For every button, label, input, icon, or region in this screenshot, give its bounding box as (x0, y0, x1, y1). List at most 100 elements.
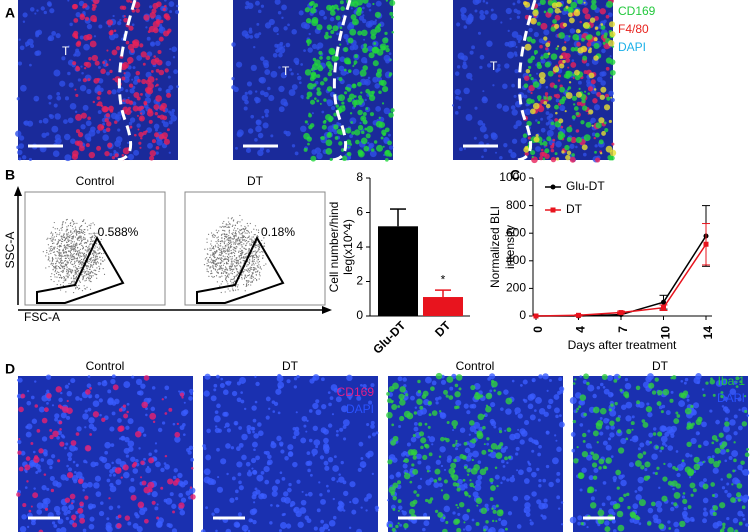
event (233, 229, 235, 231)
cell (24, 486, 28, 489)
cell (368, 20, 375, 26)
event (249, 270, 251, 272)
event (66, 228, 68, 230)
event (245, 276, 247, 278)
cell (292, 426, 297, 431)
cell (63, 133, 71, 141)
event (233, 283, 235, 285)
cell (174, 10, 180, 15)
cell (156, 503, 159, 506)
cell (652, 471, 656, 475)
cell (169, 10, 173, 14)
cell (22, 503, 27, 508)
cell (271, 485, 279, 492)
event (82, 255, 84, 257)
event (54, 276, 56, 278)
cell (511, 379, 515, 383)
event (223, 258, 225, 261)
cell (367, 450, 374, 458)
cell (645, 405, 653, 413)
cell (38, 448, 44, 454)
cell (637, 447, 641, 451)
cell (121, 76, 126, 81)
cell (361, 130, 365, 135)
cell (576, 37, 579, 41)
cell (676, 472, 681, 478)
cell (350, 14, 357, 20)
cell (48, 113, 53, 118)
cell (598, 117, 605, 124)
cell (83, 61, 89, 67)
cell (475, 479, 482, 486)
event (74, 269, 76, 271)
event (228, 265, 231, 267)
event (219, 243, 222, 245)
event (220, 265, 222, 268)
cell (529, 414, 536, 421)
event (82, 246, 84, 249)
event (60, 252, 62, 254)
event (74, 257, 76, 259)
cell (129, 0, 133, 4)
event (75, 275, 78, 277)
cell (525, 68, 531, 74)
event (74, 222, 76, 225)
cell (456, 506, 460, 509)
event (56, 268, 58, 270)
cell (305, 461, 311, 466)
event (79, 226, 82, 228)
cell (535, 119, 538, 122)
event (52, 269, 54, 271)
cell (471, 518, 475, 522)
cell (343, 437, 347, 441)
cell (733, 458, 737, 463)
cell (135, 70, 141, 76)
cell (272, 410, 276, 413)
event (67, 270, 70, 273)
cell (327, 125, 335, 133)
event (58, 248, 60, 251)
cell (545, 464, 550, 469)
cell (722, 406, 729, 412)
cell (29, 63, 32, 67)
event (251, 268, 253, 270)
cell (311, 112, 314, 115)
cell (741, 513, 745, 517)
event (247, 269, 250, 271)
cell (38, 406, 45, 413)
cell (38, 119, 43, 124)
event (78, 280, 81, 282)
cell (489, 373, 496, 380)
cell (509, 40, 517, 48)
cell (387, 499, 390, 502)
event (220, 291, 222, 294)
cell (69, 493, 76, 500)
event (84, 222, 86, 224)
cell (316, 508, 321, 513)
event (252, 256, 254, 259)
cell (315, 409, 322, 416)
cell (61, 505, 68, 512)
cell (516, 524, 522, 529)
event (58, 229, 61, 231)
event (51, 259, 54, 261)
cell (352, 497, 359, 505)
event (251, 258, 254, 260)
cell (287, 451, 294, 458)
event (59, 261, 62, 263)
event (255, 247, 257, 249)
event (232, 268, 234, 270)
event (234, 289, 237, 291)
event (258, 278, 260, 280)
cell (370, 424, 375, 429)
event (86, 251, 88, 253)
cell (543, 96, 547, 100)
event (206, 257, 208, 259)
event (76, 258, 78, 260)
cell (399, 415, 405, 422)
event (53, 247, 55, 250)
cell (532, 81, 540, 88)
cell (690, 437, 697, 445)
event (221, 272, 223, 275)
event (255, 229, 258, 231)
